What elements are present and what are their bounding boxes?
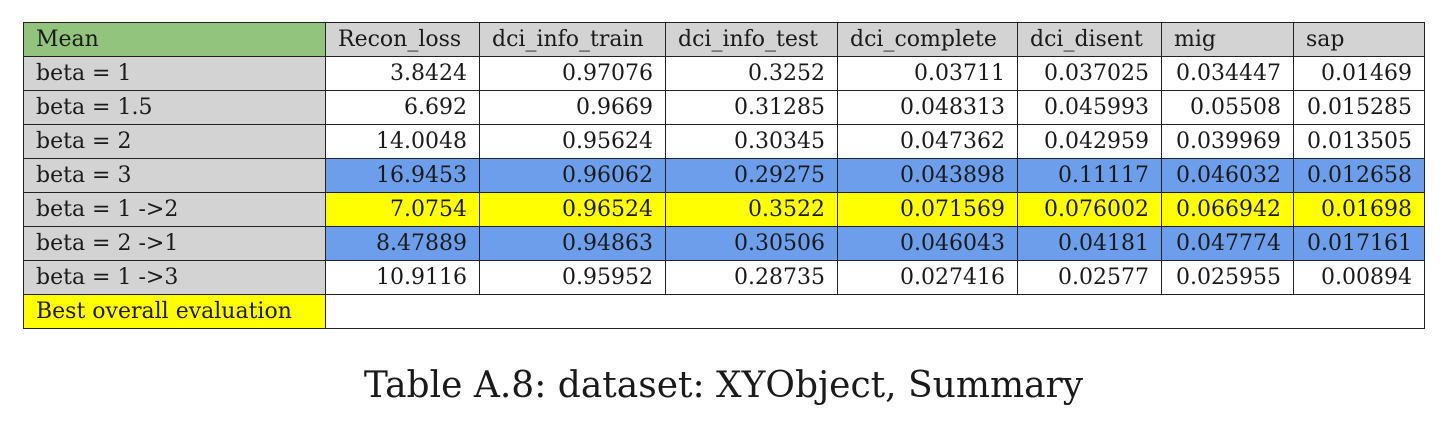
column-header: mig — [1161, 22, 1294, 57]
table-cell: 8.47889 — [325, 226, 480, 261]
table-cell: 0.043898 — [837, 158, 1018, 193]
row-label: beta = 1 — [23, 56, 326, 91]
table-row: beta = 2 14.0048 0.95624 0.30345 0.04736… — [23, 124, 1425, 159]
table-row: beta = 1 ->3 10.9116 0.95952 0.28735 0.0… — [23, 260, 1425, 295]
table-cell: 0.30345 — [665, 124, 838, 159]
table-cell: 16.9453 — [325, 158, 480, 193]
column-header: dci_disent — [1017, 22, 1162, 57]
table-cell: 7.0754 — [325, 192, 480, 227]
table-cell: 0.94863 — [479, 226, 666, 261]
row-label: beta = 1.5 — [23, 90, 326, 125]
table-cell: 6.692 — [325, 90, 480, 125]
table-cell: 0.027416 — [837, 260, 1018, 295]
legend-row-spacer — [325, 294, 1425, 329]
table-cell: 0.01698 — [1293, 192, 1425, 227]
table-cell: 0.048313 — [837, 90, 1018, 125]
table-cell: 0.034447 — [1161, 56, 1294, 91]
table-cell: 0.045993 — [1017, 90, 1162, 125]
column-header: sap — [1293, 22, 1425, 57]
table-cell: 0.037025 — [1017, 56, 1162, 91]
corner-cell: Mean — [23, 22, 326, 57]
header-row: Mean Recon_loss dci_info_train dci_info_… — [23, 22, 1425, 57]
table-cell: 0.046043 — [837, 226, 1018, 261]
legend-row: Best overall evaluation — [23, 294, 1425, 329]
table-caption: Table A.8: dataset: XYObject, Summary — [363, 365, 1084, 406]
table-cell: 0.013505 — [1293, 124, 1425, 159]
table-cell: 0.071569 — [837, 192, 1018, 227]
column-header: Recon_loss — [325, 22, 480, 57]
table-row-highlighted-blue: beta = 2 ->1 8.47889 0.94863 0.30506 0.0… — [23, 226, 1425, 261]
table-cell: 0.11117 — [1017, 158, 1162, 193]
row-label: beta = 2 — [23, 124, 326, 159]
row-label: beta = 1 ->2 — [23, 192, 326, 227]
table-cell: 0.30506 — [665, 226, 838, 261]
table-cell: 0.017161 — [1293, 226, 1425, 261]
table-cell: 0.025955 — [1161, 260, 1294, 295]
table-cell: 0.29275 — [665, 158, 838, 193]
table-cell: 0.03711 — [837, 56, 1018, 91]
table-cell: 0.042959 — [1017, 124, 1162, 159]
table-cell: 0.95952 — [479, 260, 666, 295]
legend-best-overall: Best overall evaluation — [23, 294, 326, 329]
table-row: beta = 1 3.8424 0.97076 0.3252 0.03711 0… — [23, 56, 1425, 91]
table-cell: 0.00894 — [1293, 260, 1425, 295]
table-cell: 0.96524 — [479, 192, 666, 227]
table-cell: 0.046032 — [1161, 158, 1294, 193]
table-cell: 0.96062 — [479, 158, 666, 193]
table-row: beta = 1.5 6.692 0.9669 0.31285 0.048313… — [23, 90, 1425, 125]
table-cell: 0.047362 — [837, 124, 1018, 159]
column-header: dci_complete — [837, 22, 1018, 57]
column-header: dci_info_train — [479, 22, 666, 57]
table-cell: 0.95624 — [479, 124, 666, 159]
table-cell: 0.05508 — [1161, 90, 1294, 125]
table-cell: 0.9669 — [479, 90, 666, 125]
table-cell: 0.3522 — [665, 192, 838, 227]
table-cell: 3.8424 — [325, 56, 480, 91]
table-cell: 0.015285 — [1293, 90, 1425, 125]
table-cell: 0.02577 — [1017, 260, 1162, 295]
table-cell: 14.0048 — [325, 124, 480, 159]
table-cell: 0.047774 — [1161, 226, 1294, 261]
table-cell: 0.31285 — [665, 90, 838, 125]
table-cell: 0.012658 — [1293, 158, 1425, 193]
row-label: beta = 3 — [23, 158, 326, 193]
table-cell: 0.066942 — [1161, 192, 1294, 227]
table-row-highlighted-yellow: beta = 1 ->2 7.0754 0.96524 0.3522 0.071… — [23, 192, 1425, 227]
table-cell: 10.9116 — [325, 260, 480, 295]
table-cell: 0.01469 — [1293, 56, 1425, 91]
table-cell: 0.97076 — [479, 56, 666, 91]
summary-table: Mean Recon_loss dci_info_train dci_info_… — [23, 22, 1425, 329]
table-cell: 0.04181 — [1017, 226, 1162, 261]
table-cell: 0.3252 — [665, 56, 838, 91]
row-label: beta = 1 ->3 — [23, 260, 326, 295]
table-cell: 0.076002 — [1017, 192, 1162, 227]
table-cell: 0.28735 — [665, 260, 838, 295]
row-label: beta = 2 ->1 — [23, 226, 326, 261]
column-header: dci_info_test — [665, 22, 838, 57]
table-row-highlighted-blue: beta = 3 16.9453 0.96062 0.29275 0.04389… — [23, 158, 1425, 193]
table-cell: 0.039969 — [1161, 124, 1294, 159]
